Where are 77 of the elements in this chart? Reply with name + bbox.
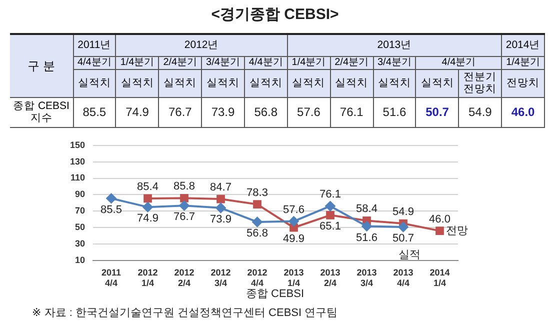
- text: 46.0: [502, 97, 544, 127]
- text: 실적치: [287, 69, 330, 97]
- x-tick-label: 2012 2/4: [174, 267, 194, 288]
- x-tick-label: 2013 4/4: [393, 267, 414, 288]
- text: ※ 자료 : 한국건설기술연구원 건설정책연구센터 CEBSI 연구팀: [32, 306, 338, 320]
- data-label: 84.7: [210, 182, 232, 194]
- text: 4/4분기: [416, 56, 502, 69]
- x-tick-label: 2013 2/4: [320, 267, 340, 288]
- data-label: 85.8: [174, 180, 195, 193]
- y-tick-label: 70: [75, 206, 86, 216]
- y-tick-label: 150: [70, 140, 86, 150]
- data-label: 57.6: [283, 204, 304, 216]
- text: 2012년: [116, 34, 288, 56]
- text: 2/4분기: [330, 56, 374, 69]
- x-tick-label: 2013 3/4: [356, 267, 377, 288]
- data-label: 51.6: [356, 232, 378, 244]
- text: 2011년: [73, 34, 116, 56]
- text: 2/4분기: [158, 56, 202, 69]
- data-label: 58.4: [356, 203, 378, 216]
- text: 실적치: [244, 69, 288, 97]
- text: 54.9: [458, 97, 502, 127]
- text: 50.7: [416, 97, 459, 127]
- x-tick-label: 2012 3/4: [210, 267, 231, 288]
- y-tick-label: 50: [75, 222, 86, 232]
- y-tick-label: 10: [75, 254, 86, 265]
- x-tick-label: 2014 1/4: [430, 267, 450, 288]
- text: 2014년: [502, 34, 544, 56]
- data-label: 65.1: [320, 220, 341, 233]
- text: 전망치: [502, 69, 544, 97]
- x-tick-label: 2012 1/4: [138, 267, 158, 288]
- text: 1/4분기: [116, 56, 159, 69]
- x-axis-title: 종합 CEBSI: [246, 288, 304, 300]
- text: 실적치: [373, 69, 416, 97]
- data-label: 85.4: [137, 180, 158, 193]
- x-tick-label: 2012 4/4: [247, 267, 268, 288]
- text: 4/4분기: [73, 56, 116, 69]
- text: 2013년: [287, 34, 502, 56]
- text: 실적치: [416, 69, 459, 97]
- text: 74.9: [116, 97, 159, 127]
- text: 3/4분기: [373, 56, 416, 69]
- text: 실적치: [202, 69, 244, 97]
- text: 85.5: [73, 97, 116, 127]
- y-tick-label: 90: [75, 189, 86, 200]
- text: 1/4분기: [287, 56, 330, 69]
- text: 실적치: [158, 69, 202, 97]
- y-tick-label: 130: [70, 156, 86, 166]
- text: 전분기 전망치: [458, 69, 502, 97]
- text: 56.8: [244, 97, 288, 127]
- data-label: 85.5: [100, 204, 122, 216]
- text: 3/4분기: [202, 56, 244, 69]
- chart-title: <경기종합 CEBSI>: [210, 5, 340, 24]
- x-tick-label: 2011 4/4: [102, 267, 122, 288]
- text: 4/4분기: [244, 56, 288, 69]
- data-label: 50.7: [392, 232, 414, 244]
- data-label: 56.8: [246, 227, 268, 240]
- text: 76.7: [158, 97, 202, 127]
- series-label: 실적: [398, 249, 420, 261]
- series-label: 전망: [446, 224, 468, 237]
- x-tick-label: 2013 1/4: [284, 267, 304, 288]
- data-label: 74.9: [137, 212, 158, 225]
- text: 실적치: [116, 69, 159, 97]
- text: 실적치: [330, 69, 374, 97]
- y-tick-label: 30: [75, 238, 86, 248]
- data-label: 54.9: [392, 206, 414, 218]
- data-label: 78.3: [246, 186, 268, 199]
- data-label: 73.9: [210, 213, 232, 226]
- data-label: 46.0: [429, 213, 450, 226]
- data-label: 76.7: [174, 211, 195, 224]
- text: 1/4분기: [502, 56, 544, 69]
- text: 73.9: [202, 97, 244, 127]
- data-label: 49.9: [283, 233, 304, 246]
- text: 51.6: [373, 97, 416, 127]
- text: 76.1: [330, 97, 374, 127]
- y-tick-label: 110: [70, 172, 86, 183]
- text: 실적치: [73, 69, 116, 97]
- data-label: 76.1: [320, 188, 341, 201]
- text: 57.6: [287, 97, 330, 127]
